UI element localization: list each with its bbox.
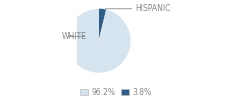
- Wedge shape: [99, 8, 106, 41]
- Legend: 96.2%, 3.8%: 96.2%, 3.8%: [77, 85, 155, 100]
- Wedge shape: [66, 8, 131, 73]
- Text: WHITE: WHITE: [62, 32, 87, 41]
- Text: HISPANIC: HISPANIC: [135, 4, 171, 13]
